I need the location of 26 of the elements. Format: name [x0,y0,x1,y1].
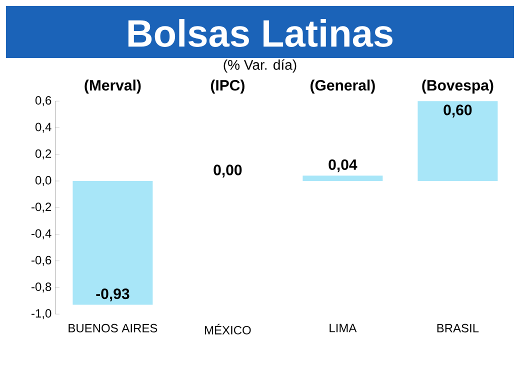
x-tick-label: LIMA [330,324,357,332]
text: (General) [310,80,375,94]
bar [72,180,153,305]
data-label: 0,00 [214,164,242,178]
y-tick-label: 0,2 [35,149,52,160]
y-tick-label: -1,0 [32,309,52,320]
x-tick-label: BRASIL [437,324,479,332]
y-tick-label: 0,0 [35,176,52,186]
chart-title: Bolsas Latinas [128,19,393,47]
text: (IPC) [210,80,244,94]
bar [302,176,383,181]
y-tick-label: -0,2 [32,202,52,213]
x-tick-label: BUENOS AIRES [68,324,158,332]
y-tick-label: -0,6 [32,256,52,266]
data-label: 0,04 [328,159,358,172]
chart-subtitle: (% Var. día) [224,59,296,73]
data-label: 0,60 [444,104,472,118]
y-tick-label: -0,8 [32,282,52,292]
text: (Merval) [84,80,141,94]
bar [418,101,498,181]
y-tick-label: 0,6 [35,96,52,106]
y-tick-label: -0,4 [32,229,52,240]
x-tick-label: MÉXICO [205,324,251,334]
y-tick-label: 0,4 [35,122,52,133]
text: (Bovespa) [422,80,494,94]
data-label: -0,93 [96,288,130,302]
